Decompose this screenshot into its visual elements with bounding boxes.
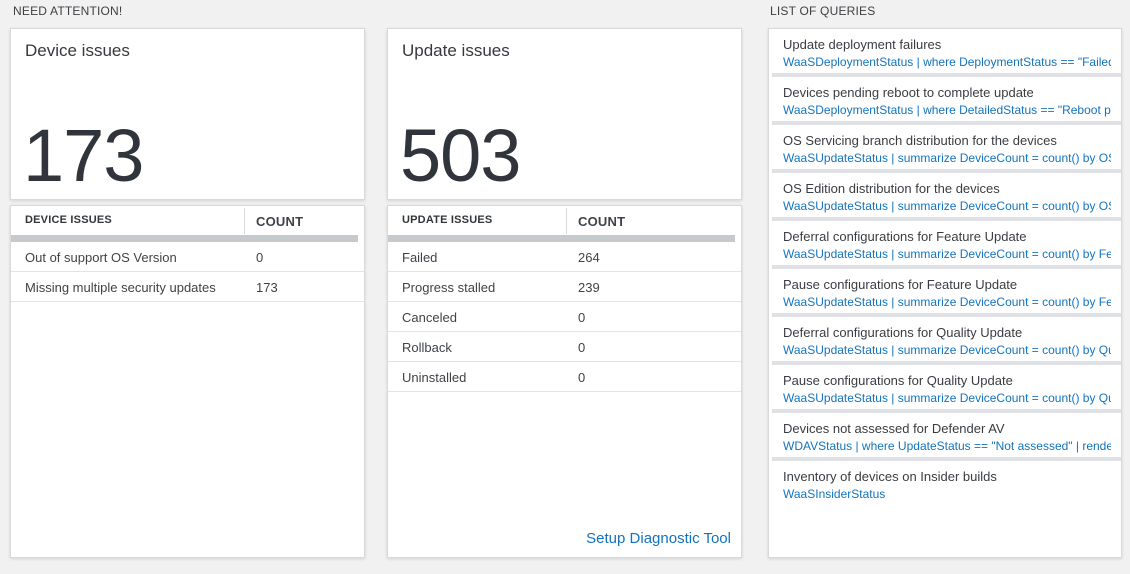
table-row[interactable]: Canceled 0 — [388, 302, 741, 332]
row-label: Canceled — [402, 310, 457, 325]
row-count: 0 — [578, 310, 586, 325]
row-label: Missing multiple security updates — [25, 280, 216, 295]
query-code: WaaSUpdateStatus | summarize DeviceCount… — [783, 199, 1111, 213]
table-row[interactable]: Missing multiple security updates 173 — [11, 272, 364, 302]
row-count: 173 — [256, 280, 278, 295]
row-count: 239 — [578, 280, 600, 295]
query-title: Deferral configurations for Quality Upda… — [783, 325, 1023, 340]
update-issues-tile-title: Update issues — [402, 41, 510, 60]
device-issues-count: 173 — [23, 114, 144, 197]
query-title: OS Edition distribution for the devices — [783, 181, 1000, 196]
query-code: WaaSUpdateStatus | summarize DeviceCount… — [783, 343, 1111, 357]
query-item[interactable]: OS Edition distribution for the devices … — [769, 173, 1121, 217]
row-count: 0 — [578, 340, 586, 355]
query-title: Update deployment failures — [783, 37, 942, 52]
query-code: WaaSUpdateStatus | summarize DeviceCount… — [783, 151, 1111, 165]
query-separator — [772, 361, 1121, 365]
query-item[interactable]: Devices pending reboot to complete updat… — [769, 77, 1121, 121]
query-title: OS Servicing branch distribution for the… — [783, 133, 1057, 148]
query-item[interactable]: Devices not assessed for Defender AV WDA… — [769, 413, 1121, 457]
query-separator — [772, 121, 1121, 125]
list-of-queries-section-title: LIST OF QUERIES — [770, 4, 876, 18]
query-code: WaaSUpdateStatus | summarize DeviceCount… — [783, 247, 1111, 261]
row-count: 264 — [578, 250, 600, 265]
query-code: WaaSDeploymentStatus | where DetailedSta… — [783, 103, 1111, 117]
table-row[interactable]: Uninstalled 0 — [388, 362, 741, 392]
query-separator — [772, 313, 1121, 317]
query-code: WaaSUpdateStatus | summarize DeviceCount… — [783, 295, 1111, 309]
row-count: 0 — [578, 370, 586, 385]
query-code: WaaSUpdateStatus | summarize DeviceCount… — [783, 391, 1111, 405]
count-column-header: COUNT — [578, 214, 626, 229]
table-row[interactable]: Rollback 0 — [388, 332, 741, 362]
query-item[interactable]: Update deployment failures WaaSDeploymen… — [769, 29, 1121, 73]
row-count: 0 — [256, 250, 264, 265]
query-item[interactable]: Deferral configurations for Feature Upda… — [769, 221, 1121, 265]
need-attention-section-title: NEED ATTENTION! — [13, 4, 123, 18]
query-title: Devices not assessed for Defender AV — [783, 421, 1005, 436]
device-issues-tile[interactable]: Device issues 173 — [10, 28, 365, 200]
horizontal-scrollbar[interactable] — [11, 235, 358, 242]
update-issues-table-header: UPDATE ISSUES COUNT — [388, 206, 741, 234]
device-issues-table-header: DEVICE ISSUES COUNT — [11, 206, 364, 234]
update-issues-tile[interactable]: Update issues 503 — [387, 28, 742, 200]
query-title: Devices pending reboot to complete updat… — [783, 85, 1034, 100]
row-label: Uninstalled — [402, 370, 467, 385]
device-issues-table: DEVICE ISSUES COUNT Out of support OS Ve… — [10, 205, 365, 558]
query-separator — [772, 169, 1121, 173]
query-title: Deferral configurations for Feature Upda… — [783, 229, 1027, 244]
query-item[interactable]: OS Servicing branch distribution for the… — [769, 125, 1121, 169]
column-divider — [566, 208, 567, 234]
query-item[interactable]: Pause configurations for Feature Update … — [769, 269, 1121, 313]
table-row[interactable]: Out of support OS Version 0 — [11, 242, 364, 272]
query-separator — [772, 265, 1121, 269]
column-divider — [244, 208, 245, 234]
query-separator — [772, 457, 1121, 461]
query-title: Pause configurations for Quality Update — [783, 373, 1013, 388]
device-issues-tile-title: Device issues — [25, 41, 130, 60]
query-separator — [772, 409, 1121, 413]
update-issues-count: 503 — [400, 114, 521, 197]
table-row[interactable]: Progress stalled 239 — [388, 272, 741, 302]
query-item[interactable]: Deferral configurations for Quality Upda… — [769, 317, 1121, 361]
row-label: Failed — [402, 250, 438, 265]
query-code: WaaSDeploymentStatus | where DeploymentS… — [783, 55, 1111, 69]
query-title: Inventory of devices on Insider builds — [783, 469, 997, 484]
setup-diagnostic-tool-link[interactable]: Setup Diagnostic Tool — [586, 530, 731, 547]
query-item[interactable]: Inventory of devices on Insider builds W… — [769, 461, 1121, 505]
horizontal-scrollbar[interactable] — [388, 235, 735, 242]
row-label: Rollback — [402, 340, 452, 355]
query-separator — [772, 217, 1121, 221]
device-issues-column-header: DEVICE ISSUES — [25, 214, 112, 226]
query-title: Pause configurations for Feature Update — [783, 277, 1018, 292]
query-item[interactable]: Pause configurations for Quality Update … — [769, 365, 1121, 409]
update-issues-table: UPDATE ISSUES COUNT Failed 264 Progress … — [387, 205, 742, 558]
count-column-header: COUNT — [256, 214, 304, 229]
query-code: WDAVStatus | where UpdateStatus == "Not … — [783, 439, 1111, 453]
row-label: Out of support OS Version — [25, 250, 177, 265]
table-row[interactable]: Failed 264 — [388, 242, 741, 272]
row-label: Progress stalled — [402, 280, 496, 295]
device-issues-table-body: Out of support OS Version 0 Missing mult… — [11, 242, 364, 302]
update-issues-column-header: UPDATE ISSUES — [402, 214, 493, 226]
query-code: WaaSInsiderStatus — [783, 487, 886, 501]
query-separator — [772, 73, 1121, 77]
query-list-panel: Update deployment failures WaaSDeploymen… — [768, 28, 1122, 558]
update-issues-table-body: Failed 264 Progress stalled 239 Canceled… — [388, 242, 741, 392]
